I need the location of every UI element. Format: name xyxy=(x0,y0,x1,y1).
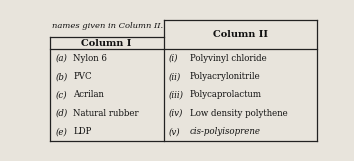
Text: Acrilan: Acrilan xyxy=(73,90,104,99)
Text: Column I: Column I xyxy=(81,39,132,48)
Text: (b): (b) xyxy=(56,72,68,81)
Text: names given in Column II.: names given in Column II. xyxy=(52,22,164,30)
Text: Polycaprolactum: Polycaprolactum xyxy=(190,90,262,99)
Text: cis-polyisoprene: cis-polyisoprene xyxy=(190,127,261,136)
Text: (iv): (iv) xyxy=(169,109,183,118)
Text: Polyacrylonitrile: Polyacrylonitrile xyxy=(190,72,261,81)
Text: (e): (e) xyxy=(56,127,68,136)
Text: Nylon 6: Nylon 6 xyxy=(73,54,107,63)
Text: Low density polythene: Low density polythene xyxy=(190,109,287,118)
Text: (i): (i) xyxy=(169,54,178,63)
Text: LDP: LDP xyxy=(73,127,91,136)
Text: (iii): (iii) xyxy=(169,90,183,99)
Text: Column II: Column II xyxy=(213,30,268,39)
Text: (v): (v) xyxy=(169,127,180,136)
Text: PVC: PVC xyxy=(73,72,92,81)
Text: (c): (c) xyxy=(56,90,67,99)
Text: Natural rubber: Natural rubber xyxy=(73,109,139,118)
Text: (a): (a) xyxy=(56,54,68,63)
Text: (ii): (ii) xyxy=(169,72,181,81)
Text: (d): (d) xyxy=(56,109,68,118)
Text: Polyvinyl chloride: Polyvinyl chloride xyxy=(190,54,267,63)
